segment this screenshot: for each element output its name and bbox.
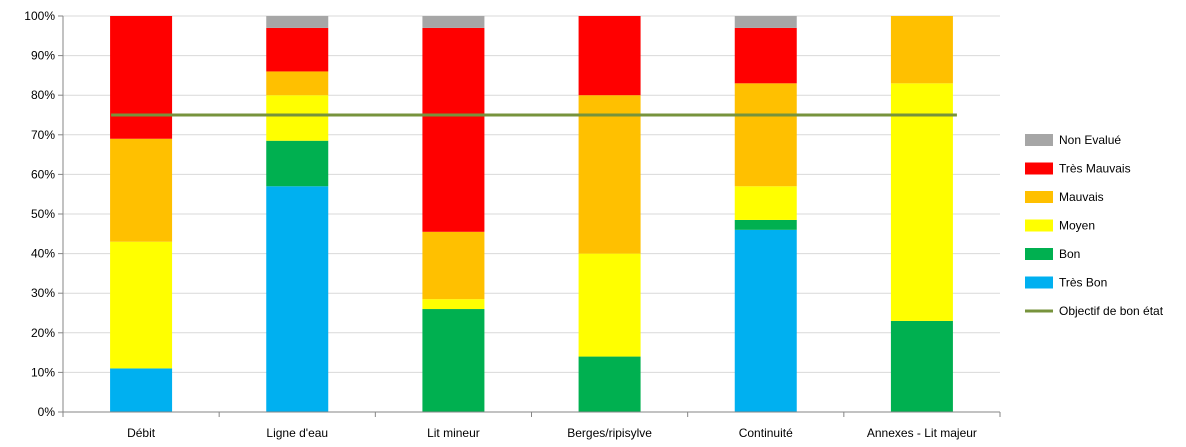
bar-segment — [890, 16, 953, 84]
bars — [110, 16, 953, 412]
bar-segment — [266, 186, 329, 412]
bar-segment — [266, 95, 329, 141]
category-label: Ligne d'eau — [266, 426, 328, 440]
bar-segment — [110, 241, 173, 369]
bar-segment — [890, 320, 953, 412]
bar-segment — [422, 27, 485, 232]
y-tick-label: 30% — [31, 286, 55, 300]
legend-swatch — [1025, 276, 1053, 289]
bar-segment — [422, 299, 485, 310]
bar-segment — [890, 83, 953, 321]
bar-segment — [734, 229, 797, 412]
y-tick-label: 10% — [31, 365, 55, 379]
y-tick-label: 20% — [31, 326, 55, 340]
y-tick-label: 90% — [31, 49, 55, 63]
bar-segment — [578, 356, 641, 412]
bar-segment — [734, 219, 797, 230]
bar-segment — [578, 253, 641, 357]
legend-swatch — [1025, 219, 1053, 232]
category-label: Débit — [127, 426, 156, 440]
bar-segment — [266, 16, 329, 28]
bar-segment — [578, 16, 641, 96]
y-tick-label: 0% — [38, 405, 56, 419]
gridlines — [63, 15, 1000, 413]
category-label: Lit mineur — [427, 426, 480, 440]
legend-label: Bon — [1059, 247, 1080, 261]
legend-label: Objectif de bon état — [1059, 304, 1164, 318]
bar-segment — [734, 186, 797, 220]
bar-segment — [578, 95, 641, 254]
category-label: Berges/ripisylve — [567, 426, 652, 440]
bar-segment — [110, 138, 173, 242]
legend-label: Très Bon — [1059, 276, 1107, 290]
y-axis-ticks: 0% 10% 20% 30% 40% 50% 60% 70% 80% 90% 100% — [24, 9, 63, 419]
bar-segment — [734, 83, 797, 187]
bar-segment — [422, 231, 485, 300]
bar-segment — [110, 16, 173, 139]
y-tick-label: 100% — [24, 9, 55, 23]
y-tick-label: 70% — [31, 128, 55, 142]
y-tick-label: 60% — [31, 167, 55, 181]
y-tick-label: 40% — [31, 247, 55, 261]
bar-segment — [266, 27, 329, 72]
legend-swatch — [1025, 134, 1053, 146]
bar-segment — [422, 16, 485, 28]
legend-label: Mauvais — [1059, 190, 1104, 204]
legend-swatch — [1025, 162, 1053, 175]
legend-label: Moyen — [1059, 219, 1095, 233]
legend-label: Non Evalué — [1059, 133, 1121, 147]
bar-segment — [422, 309, 485, 412]
category-label: Annexes - Lit majeur — [867, 426, 977, 440]
bar-segment — [266, 71, 329, 96]
x-axis: Débit Ligne d'eau Lit mineur Berges/ripisyl… — [62, 16, 1001, 440]
legend-swatch — [1025, 191, 1053, 203]
bar-segment — [110, 368, 173, 412]
legend-swatch — [1025, 248, 1053, 260]
bar-segment — [734, 27, 797, 84]
legend-label: Très Mauvais — [1059, 162, 1131, 176]
bar-segment — [734, 16, 797, 28]
y-tick-label: 50% — [31, 207, 55, 221]
legend: Non Evalué Très Mauvais Mauvais Moyen Bon Trè… — [1025, 133, 1164, 318]
category-label: Continuité — [739, 426, 793, 440]
y-tick-label: 80% — [31, 88, 55, 102]
bar-segment — [266, 140, 329, 187]
